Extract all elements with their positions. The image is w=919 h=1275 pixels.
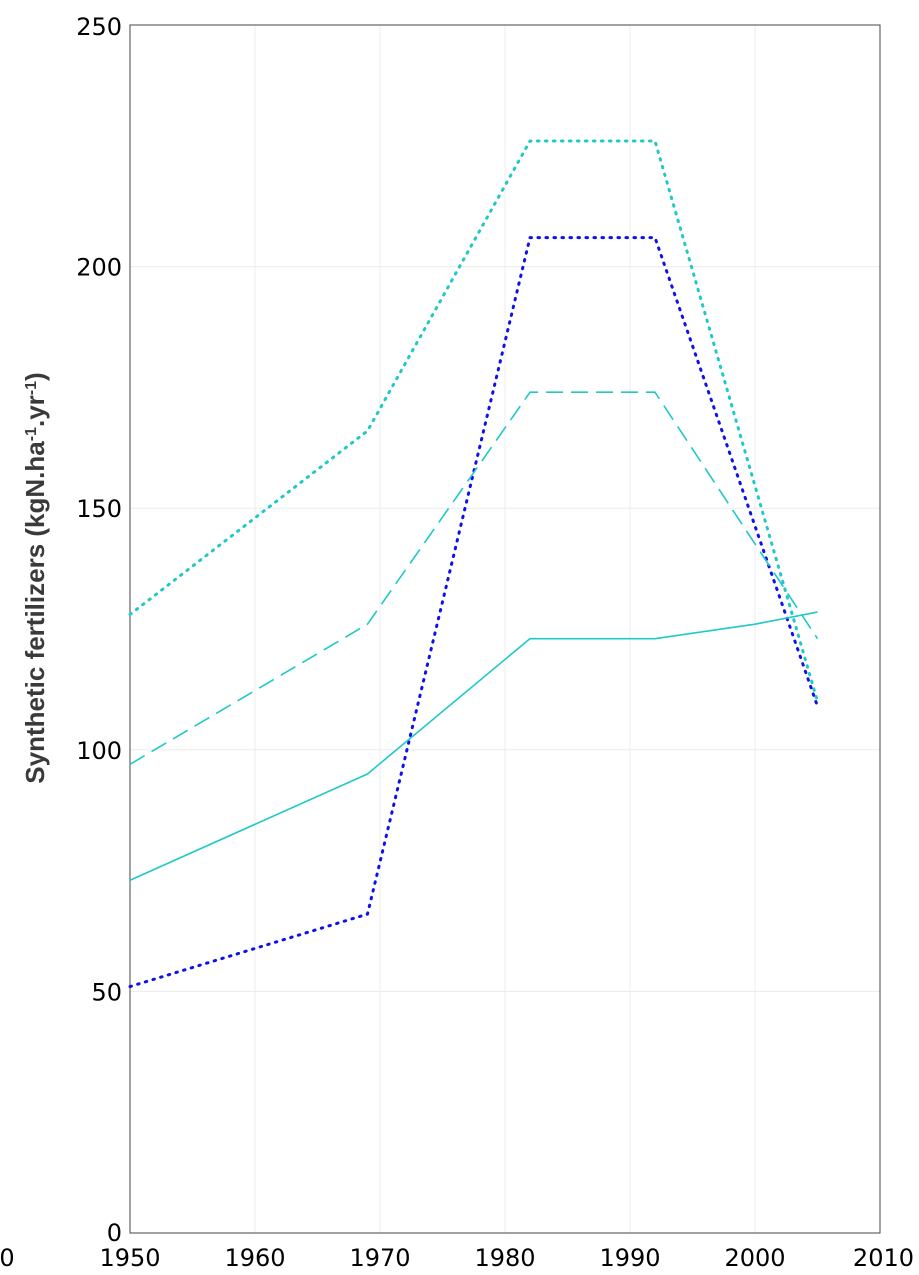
y-tick-label-200: 200 (76, 254, 122, 282)
y-tick-label-100: 100 (76, 737, 122, 765)
series-line-1 (130, 141, 818, 702)
x-tick-label-1960: 1960 (224, 1244, 285, 1272)
y-axis-label-text: Synthetic fertilizers (kgN.ha (20, 441, 50, 784)
y-axis-tick-labels: 0 50 100 150 200 250 (76, 13, 122, 1247)
x-tick-label-1980: 1980 (474, 1244, 535, 1272)
y-axis-label: Synthetic fertilizers (kgN.ha-1.yr-1) (20, 372, 50, 783)
x-tick-label-partial-left: 0 (0, 1244, 15, 1272)
y-tick-label-0: 0 (107, 1219, 122, 1247)
series-line-4 (130, 612, 818, 880)
x-axis-tick-labels: 1950 1960 1970 1980 1990 2000 2010 0 (0, 1244, 914, 1272)
y-axis-label-end: ) (20, 372, 50, 381)
series-line-2 (130, 238, 818, 987)
y-axis-label-sup-2: -1 (23, 381, 40, 395)
y-axis-label-mid: .yr (20, 395, 50, 427)
series-lines (130, 141, 818, 987)
x-tick-label-2000: 2000 (724, 1244, 785, 1272)
y-axis-label-sup-1: -1 (23, 427, 40, 441)
grid-lines (130, 25, 880, 1233)
y-tick-label-250: 250 (76, 13, 122, 41)
x-tick-label-1990: 1990 (599, 1244, 660, 1272)
x-tick-label-2010: 2010 (853, 1244, 914, 1272)
y-tick-label-150: 150 (76, 495, 122, 523)
series-line-3 (130, 392, 818, 764)
x-tick-label-1950: 1950 (99, 1244, 160, 1272)
x-tick-label-1970: 1970 (349, 1244, 410, 1272)
y-tick-label-50: 50 (91, 978, 122, 1006)
